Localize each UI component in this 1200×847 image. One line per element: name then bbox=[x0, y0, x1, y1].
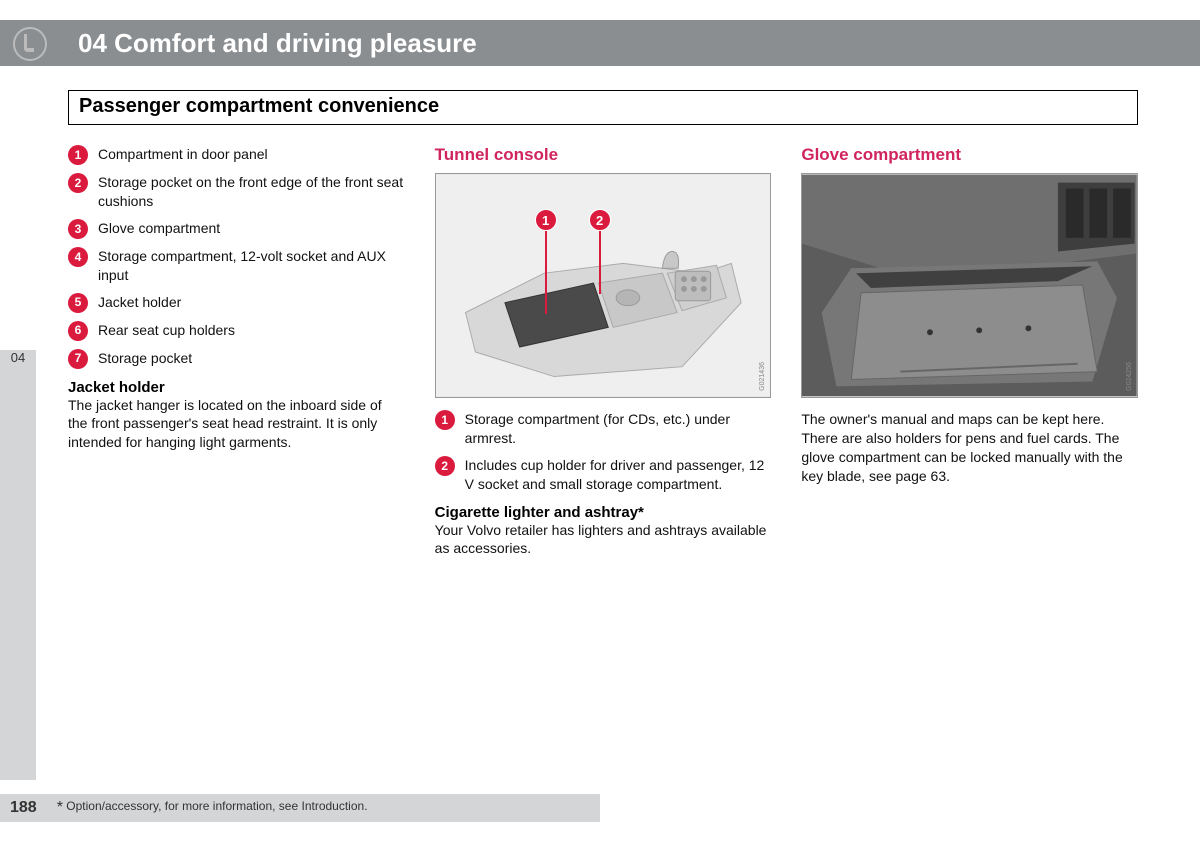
tunnel-console-figure: 1 2 G021436 bbox=[435, 173, 772, 398]
glove-compartment-illustration bbox=[802, 174, 1137, 397]
image-code: G024256 bbox=[1126, 362, 1133, 391]
list-item-text: Includes cup holder for driver and passe… bbox=[465, 456, 772, 494]
chapter-header: 04 Comfort and driving pleasure bbox=[0, 20, 1200, 66]
asterisk-icon: * bbox=[57, 799, 63, 816]
bullet-icon: 7 bbox=[68, 349, 88, 369]
footnote: * Option/accessory, for more information… bbox=[57, 799, 368, 817]
page-side-tab bbox=[0, 350, 36, 780]
bullet-icon: 6 bbox=[68, 321, 88, 341]
bullet-icon: 2 bbox=[435, 456, 455, 476]
glove-compartment-heading: Glove compartment bbox=[801, 145, 1138, 165]
tunnel-console-list: 1 Storage compartment (for CDs, etc.) und… bbox=[435, 410, 772, 494]
list-item: 7 Storage pocket bbox=[68, 349, 405, 369]
list-item: 6 Rear seat cup holders bbox=[68, 321, 405, 341]
column-2: Tunnel console 1 2 G021 bbox=[435, 145, 772, 558]
list-item: 2 Storage pocket on the front edge of the… bbox=[68, 173, 405, 211]
tunnel-console-illustration bbox=[436, 174, 771, 397]
cigarette-lighter-body: Your Volvo retailer has lighters and ash… bbox=[435, 521, 772, 559]
list-item: 1 Storage compartment (for CDs, etc.) und… bbox=[435, 410, 772, 448]
list-item: 2 Includes cup holder for driver and pass… bbox=[435, 456, 772, 494]
page-footer: 188 * Option/accessory, for more informa… bbox=[0, 794, 600, 822]
list-item: 3 Glove compartment bbox=[68, 219, 405, 239]
tunnel-console-heading: Tunnel console bbox=[435, 145, 772, 165]
bullet-icon: 3 bbox=[68, 219, 88, 239]
bullet-icon: 1 bbox=[435, 410, 455, 430]
callout-line bbox=[545, 229, 547, 314]
image-code: G021436 bbox=[759, 362, 766, 391]
column-3: Glove compartment G024256 The owner's ma… bbox=[801, 145, 1138, 558]
list-item-text: Glove compartment bbox=[98, 219, 220, 238]
chapter-title: 04 Comfort and driving pleasure bbox=[78, 28, 477, 59]
list-item: 4 Storage compartment, 12-volt socket and… bbox=[68, 247, 405, 285]
footnote-text: Option/accessory, for more information, … bbox=[66, 799, 367, 813]
cigarette-lighter-heading: Cigarette lighter and ashtray* bbox=[435, 504, 772, 521]
bullet-icon: 1 bbox=[68, 145, 88, 165]
seat-icon bbox=[12, 26, 48, 62]
glove-compartment-body: The owner's manual and maps can be kept … bbox=[801, 410, 1138, 486]
list-item: 5 Jacket holder bbox=[68, 293, 405, 313]
list-item-text: Compartment in door panel bbox=[98, 145, 268, 164]
bullet-icon: 4 bbox=[68, 247, 88, 267]
bullet-icon: 5 bbox=[68, 293, 88, 313]
side-tab-number: 04 bbox=[0, 350, 36, 365]
page-number: 188 bbox=[10, 799, 37, 817]
bullet-icon: 2 bbox=[68, 173, 88, 193]
callout-badge: 2 bbox=[589, 209, 611, 231]
list-item-text: Storage compartment (for CDs, etc.) unde… bbox=[465, 410, 772, 448]
list-item-text: Rear seat cup holders bbox=[98, 321, 235, 340]
list-item-text: Storage pocket on the front edge of the … bbox=[98, 173, 405, 211]
glove-compartment-figure: G024256 bbox=[801, 173, 1138, 398]
storage-locations-list: 1 Compartment in door panel 2 Storage pock… bbox=[68, 145, 405, 369]
list-item: 1 Compartment in door panel bbox=[68, 145, 405, 165]
section-heading-box: Passenger compartment convenience bbox=[68, 90, 1138, 125]
content-columns: 1 Compartment in door panel 2 Storage pock… bbox=[68, 145, 1138, 558]
callout-badge: 1 bbox=[535, 209, 557, 231]
list-item-text: Storage compartment, 12-volt socket and … bbox=[98, 247, 405, 285]
list-item-text: Jacket holder bbox=[98, 293, 181, 312]
jacket-holder-body: The jacket hanger is located on the inbo… bbox=[68, 396, 405, 453]
list-item-text: Storage pocket bbox=[98, 349, 192, 368]
jacket-holder-heading: Jacket holder bbox=[68, 379, 405, 396]
callout-line bbox=[599, 229, 601, 294]
column-1: 1 Compartment in door panel 2 Storage pock… bbox=[68, 145, 405, 558]
section-heading: Passenger compartment convenience bbox=[79, 95, 439, 117]
